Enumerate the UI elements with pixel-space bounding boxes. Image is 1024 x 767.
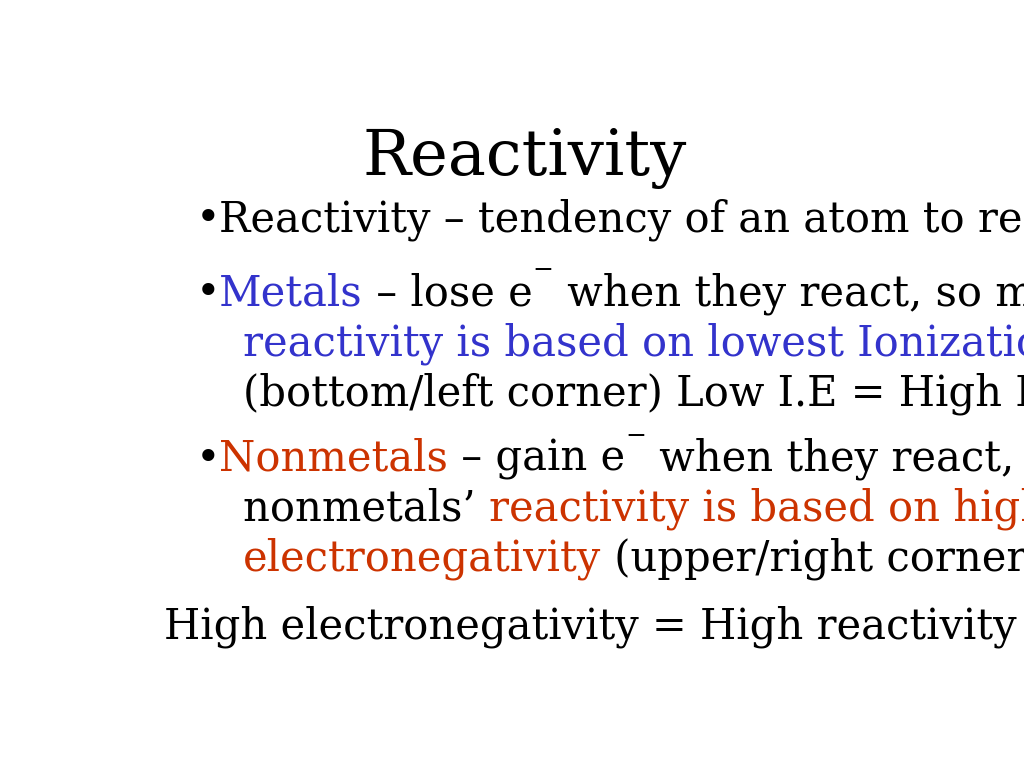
Text: Reactivity – tendency of an atom to react: Reactivity – tendency of an atom to reac… xyxy=(219,199,1024,241)
Text: •: • xyxy=(196,437,220,479)
Text: −: − xyxy=(626,425,646,447)
Text: •: • xyxy=(196,199,220,240)
Text: Nonmetals: Nonmetals xyxy=(219,437,449,479)
Text: – lose e: – lose e xyxy=(362,272,532,314)
Text: (bottom/left corner) Low I.E = High Reactivity: (bottom/left corner) Low I.E = High Reac… xyxy=(243,373,1024,415)
Text: nonmetals’: nonmetals’ xyxy=(243,488,488,530)
Text: (upper/right corner): (upper/right corner) xyxy=(601,538,1024,581)
Text: when they react, so metals’: when they react, so metals’ xyxy=(554,272,1024,314)
Text: reactivity is based on high: reactivity is based on high xyxy=(488,488,1024,530)
Text: – gain e: – gain e xyxy=(449,437,626,479)
Text: when they react, so: when they react, so xyxy=(646,437,1024,480)
Text: electronegativity: electronegativity xyxy=(243,538,601,581)
Text: −: − xyxy=(532,259,554,282)
Text: Reactivity: Reactivity xyxy=(362,127,687,189)
Text: High electronegativity = High reactivity: High electronegativity = High reactivity xyxy=(164,606,1017,648)
Text: Metals: Metals xyxy=(219,272,362,314)
Text: •: • xyxy=(196,272,220,314)
Text: reactivity is based on lowest Ionization Energy: reactivity is based on lowest Ionization… xyxy=(243,322,1024,365)
